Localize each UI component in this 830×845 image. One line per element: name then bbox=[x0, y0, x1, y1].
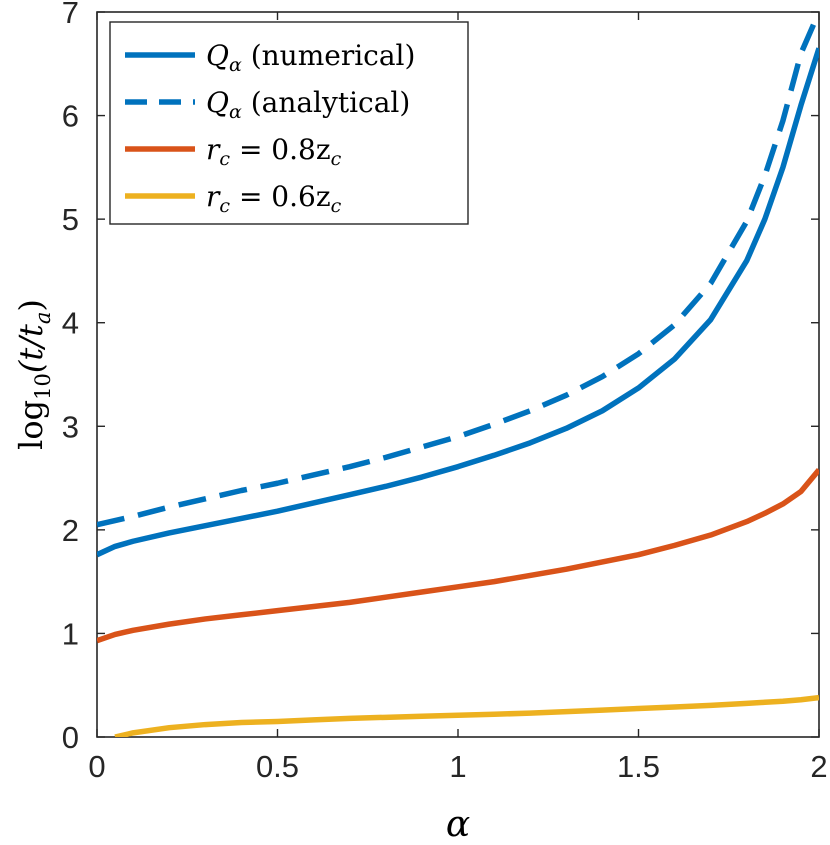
legend-entry-text: = 0.6z bbox=[230, 180, 331, 213]
ticks-group: 0 0.5 1 1.5 2 0 1 2 3 4 5 6 7 bbox=[62, 0, 828, 784]
y-tick-label: 7 bbox=[62, 0, 79, 30]
legend-entry-1: Qα (analytical) bbox=[206, 86, 410, 123]
legend: Qα (numerical)Qα (analytical)rc = 0.8zcr… bbox=[109, 21, 469, 225]
legend-entry-subscript-2: c bbox=[331, 148, 342, 170]
legend-entry-symbol: r bbox=[206, 133, 221, 166]
legend-entry-subscript: c bbox=[219, 148, 230, 170]
legend-entry-subscript: α bbox=[229, 101, 242, 123]
series-line-3 bbox=[114, 694, 819, 737]
legend-entry-text: (analytical) bbox=[242, 86, 410, 119]
legend-entry-3: rc = 0.6zc bbox=[206, 180, 342, 217]
legend-entry-subscript: α bbox=[229, 54, 242, 76]
x-tick-label: 1 bbox=[449, 749, 466, 784]
x-axis-label: α bbox=[446, 804, 470, 845]
x-tick-label: 0 bbox=[88, 749, 105, 784]
legend-entry-subscript: c bbox=[219, 195, 230, 217]
series-line-1 bbox=[97, 12, 819, 528]
y-label-log: log bbox=[12, 400, 50, 450]
x-tick-label: 0.5 bbox=[256, 749, 299, 784]
y-tick-label: 2 bbox=[62, 513, 79, 548]
y-tick-label: 6 bbox=[62, 99, 79, 134]
y-label-sub: 10 bbox=[31, 373, 55, 400]
legend-entry-text: (numerical) bbox=[242, 39, 416, 72]
legend-entry-symbol: Q bbox=[206, 39, 229, 72]
y-axis-label: log10(t/ta) bbox=[12, 299, 55, 450]
y-label-arg: (t/t bbox=[12, 324, 50, 373]
legend-entry-symbol: Q bbox=[206, 86, 229, 119]
legend-entry-text: = 0.8z bbox=[230, 133, 331, 166]
series-line-0 bbox=[97, 47, 819, 558]
series-group bbox=[97, 12, 819, 737]
legend-entry-symbol: r bbox=[206, 180, 221, 213]
legend-entry-2: rc = 0.8zc bbox=[206, 133, 342, 170]
y-tick-label: 0 bbox=[62, 720, 79, 755]
x-tick-label: 1.5 bbox=[617, 749, 660, 784]
x-tick-label: 2 bbox=[810, 749, 827, 784]
series-line-2 bbox=[97, 468, 819, 644]
legend-entry-subscript-2: c bbox=[331, 195, 342, 217]
y-label-argsub: a bbox=[31, 312, 55, 325]
y-tick-label: 1 bbox=[62, 616, 79, 651]
y-tick-label: 4 bbox=[62, 306, 79, 341]
y-label-close: ) bbox=[12, 299, 50, 311]
y-tick-label: 5 bbox=[62, 202, 79, 237]
legend-entry-0: Qα (numerical) bbox=[206, 39, 415, 76]
y-tick-label: 3 bbox=[62, 409, 79, 444]
